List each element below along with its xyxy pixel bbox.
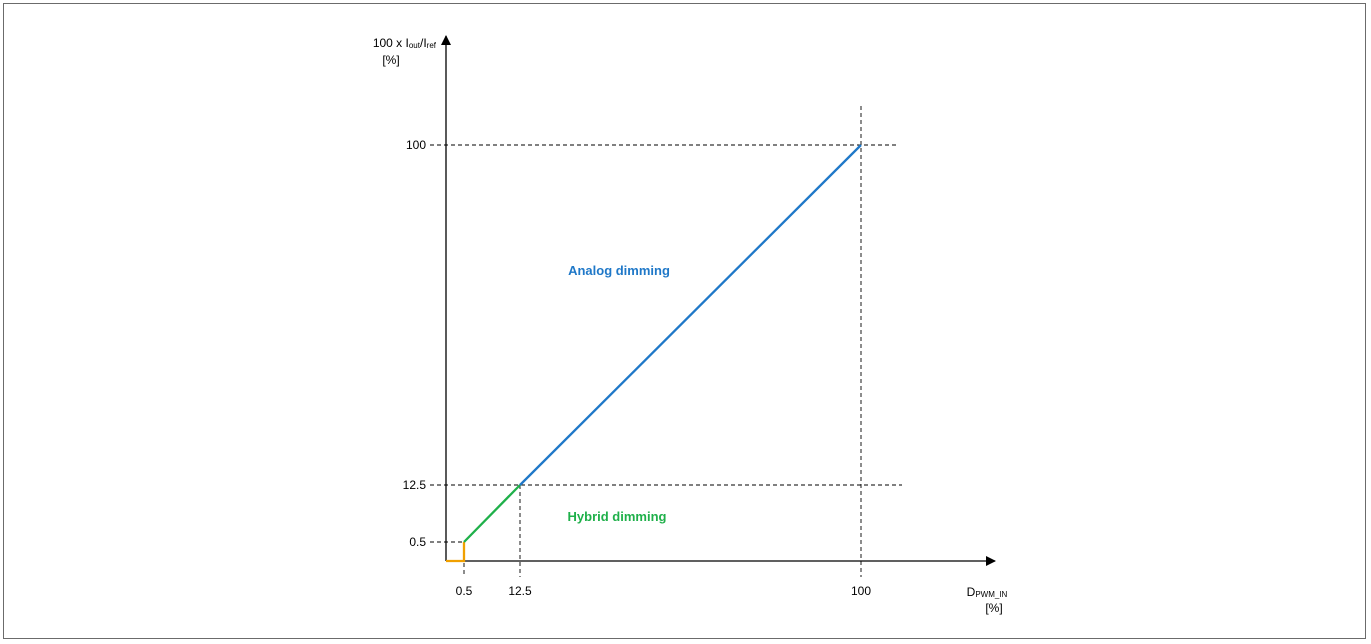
series-line-off xyxy=(446,542,466,563)
reference-lines xyxy=(430,106,902,577)
y-axis-label: 100 x Iout/Iref xyxy=(373,36,437,50)
series-line-analog xyxy=(519,144,862,486)
x-axis-unit: [%] xyxy=(985,601,1002,615)
region-label-hybrid: Hybrid dimming xyxy=(568,509,667,524)
figure-frame xyxy=(3,3,1366,639)
series-line-hybrid xyxy=(463,484,521,543)
series-layer xyxy=(446,144,862,563)
x-axis-label: DPWM_IN xyxy=(967,585,1008,599)
x-tick-label-12.5: 12.5 xyxy=(508,584,532,598)
y-tick-label-100: 100 xyxy=(406,138,426,152)
region-label-analog: Analog dimming xyxy=(568,263,670,278)
y-tick-label-0.5: 0.5 xyxy=(409,535,426,549)
x-tick-label-100: 100 xyxy=(851,584,871,598)
y-axis-unit: [%] xyxy=(382,53,399,67)
x-tick-label-0.5: 0.5 xyxy=(456,584,473,598)
y-tick-label-12.5: 12.5 xyxy=(403,478,427,492)
